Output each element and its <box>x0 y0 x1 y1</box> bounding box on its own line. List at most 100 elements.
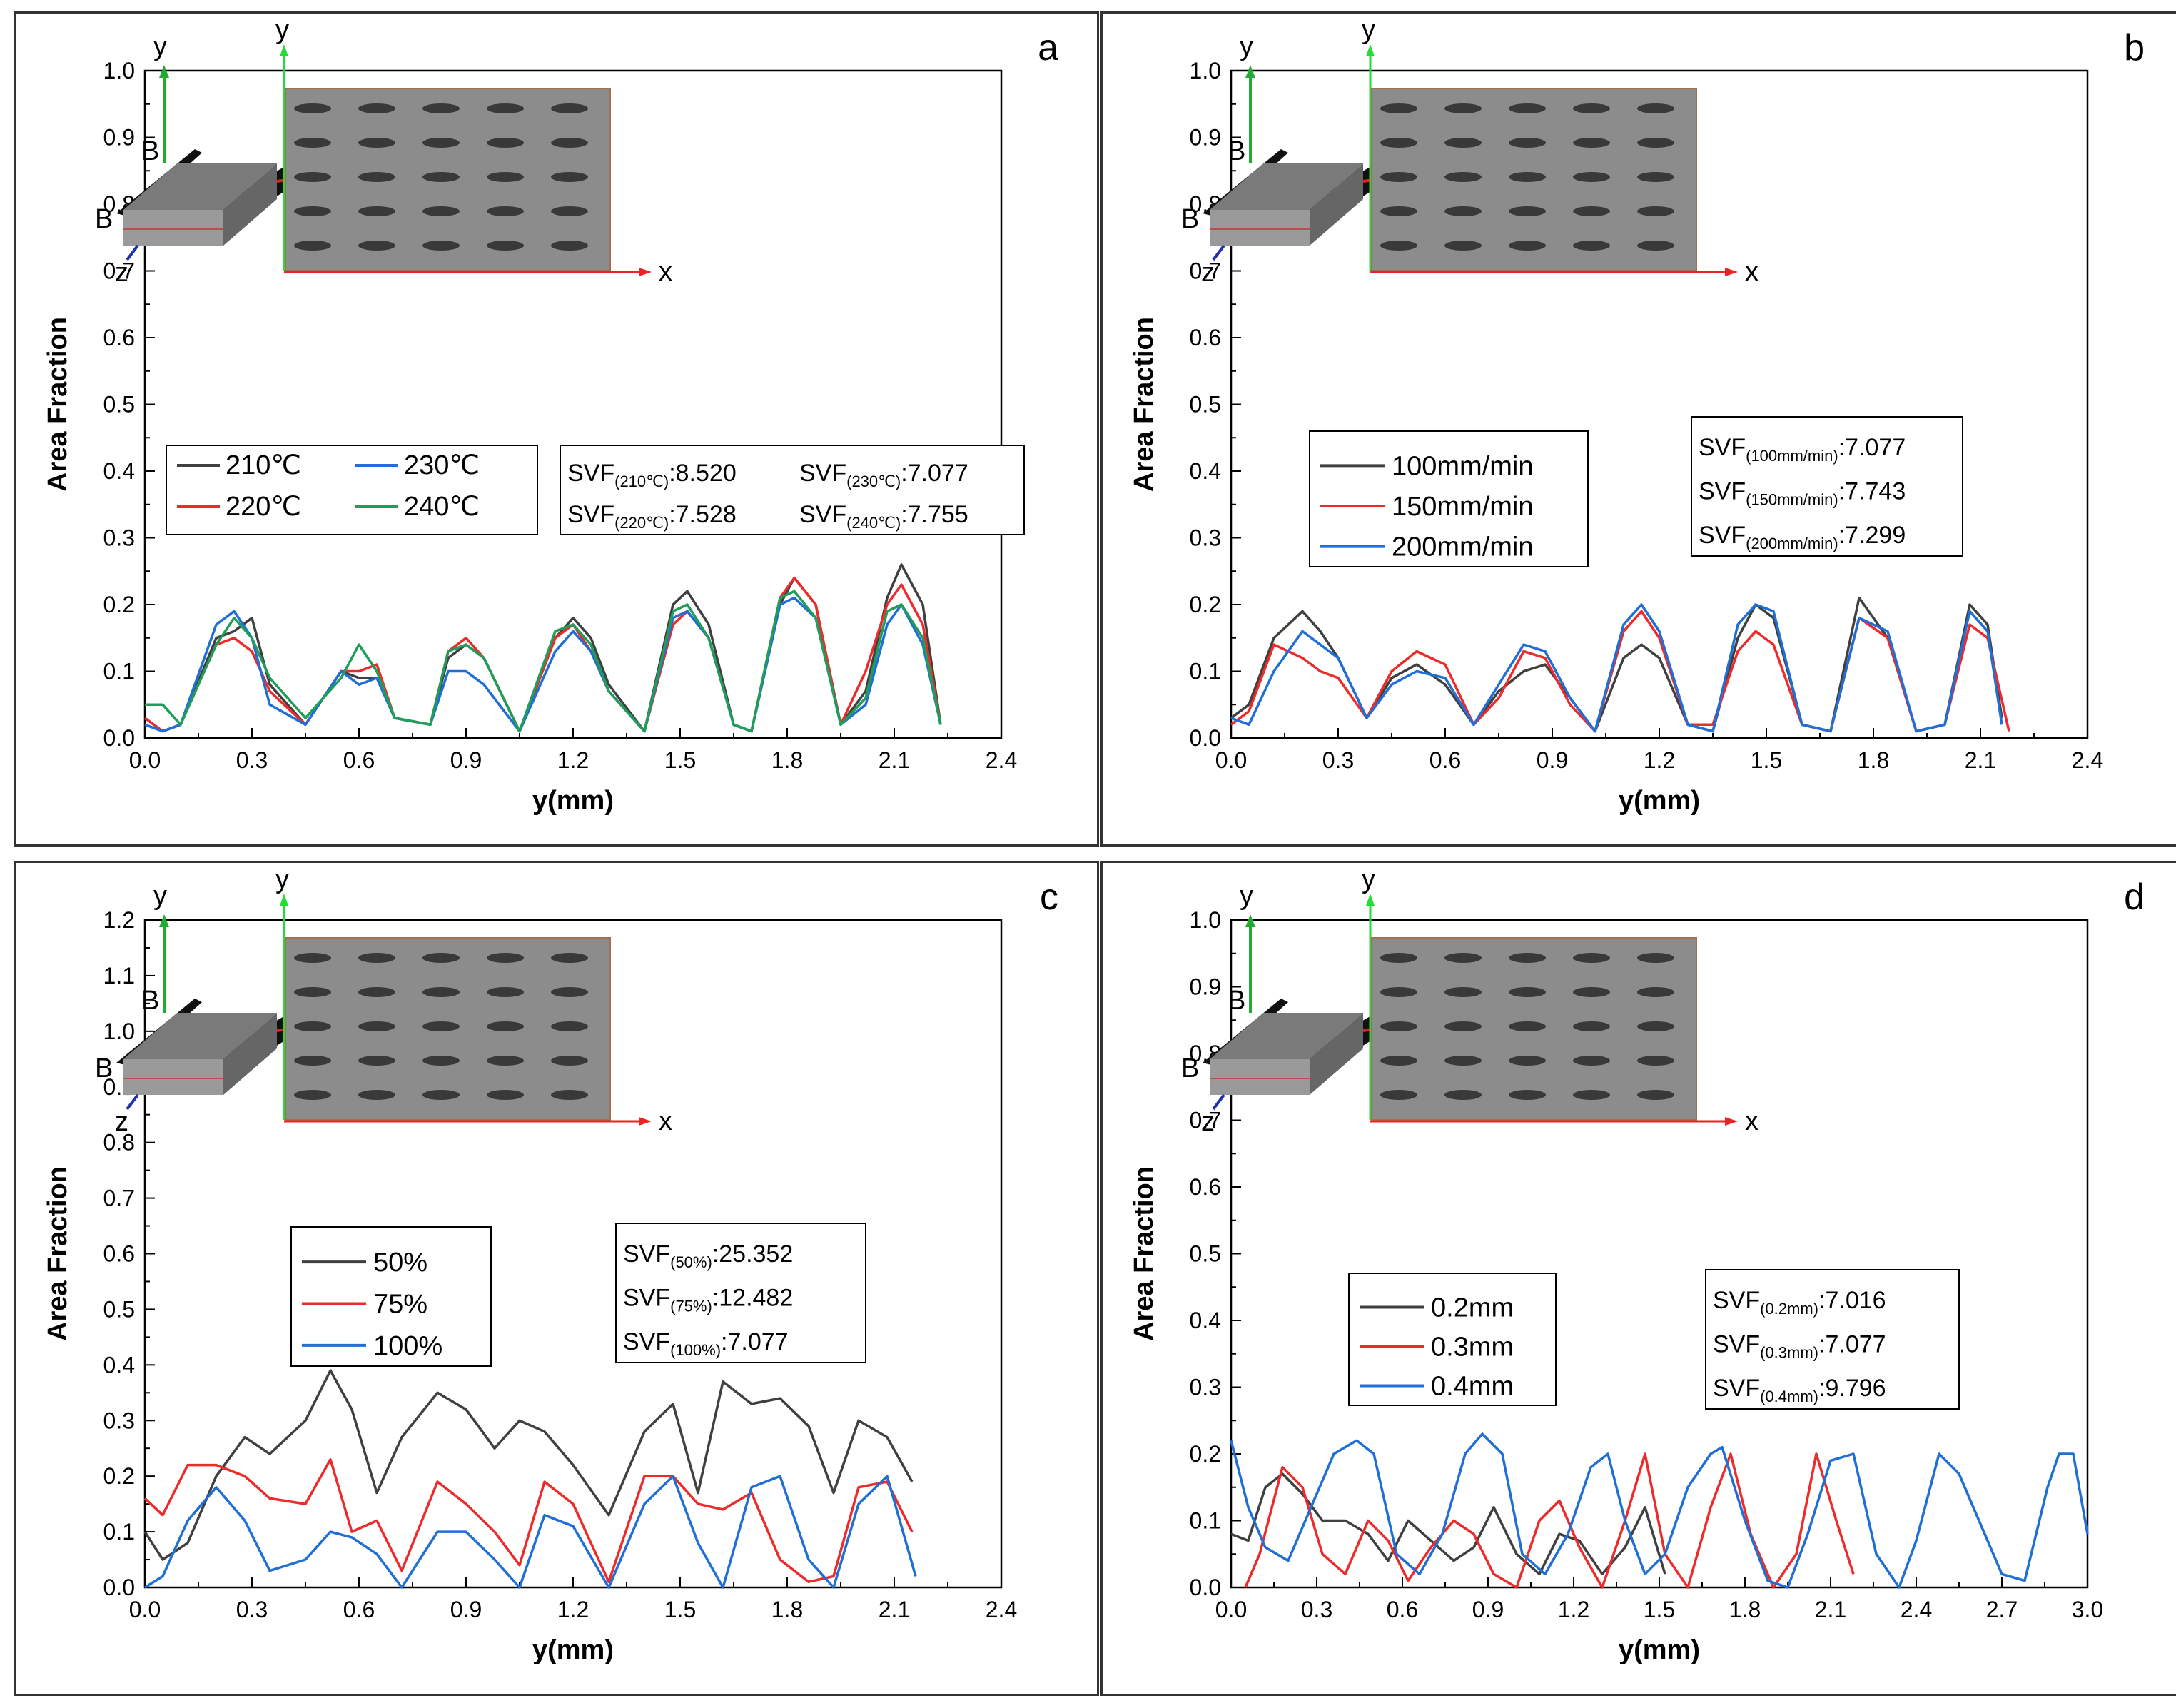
void-mark <box>551 241 588 251</box>
void-mark <box>1444 172 1482 182</box>
x-tick-label: 1.8 <box>771 747 803 773</box>
void-mark <box>1509 206 1546 216</box>
void-mark <box>551 1021 588 1031</box>
x-tick-label: 1.2 <box>1558 1597 1589 1622</box>
y-tick-label: 0.1 <box>1190 1508 1221 1534</box>
void-mark <box>551 138 588 148</box>
x-tick-label: 1.2 <box>1644 747 1675 773</box>
y-tick-label: 0.1 <box>1190 659 1221 684</box>
x-tick-label: 0.3 <box>236 1597 268 1622</box>
series-line-4 <box>145 590 942 733</box>
micrograph-x-label: x <box>1745 1106 1758 1136</box>
y-tick-label: 1.0 <box>1190 58 1221 84</box>
inset-y-label: y <box>153 31 167 61</box>
y-arrowhead <box>1245 65 1255 78</box>
block-top <box>123 163 277 210</box>
micrograph-x-arrowhead <box>1725 1117 1738 1126</box>
x-tick-label: 2.1 <box>879 747 910 773</box>
inset-y-label: y <box>153 881 167 911</box>
x-tick-label: 0.6 <box>343 747 375 773</box>
void-mark <box>487 953 524 963</box>
void-mark <box>487 138 524 148</box>
x-tick-label: 2.4 <box>986 1597 1017 1622</box>
micrograph-y-label: y <box>1362 864 1375 894</box>
micrograph-y-label: y <box>1362 15 1375 45</box>
void-mark <box>294 953 331 963</box>
micrograph-x-arrowhead <box>639 268 652 276</box>
void-mark <box>1509 172 1546 182</box>
void-mark <box>1509 953 1546 963</box>
y-arrowhead <box>159 65 169 78</box>
block-side <box>1310 1013 1363 1095</box>
void-mark <box>1509 1021 1546 1031</box>
void-mark <box>1637 172 1674 182</box>
block-side <box>223 1013 277 1095</box>
y-tick-label: 1.1 <box>103 963 135 989</box>
void-mark <box>1444 953 1482 963</box>
panel-letter: a <box>1038 27 1058 69</box>
x-tick-label: 2.1 <box>1815 1597 1846 1622</box>
block-top <box>1210 163 1363 210</box>
y-tick-label: 0.3 <box>1190 1375 1221 1400</box>
inset-d: yxzBByx <box>1181 864 1758 1137</box>
inset-b-top-label: B <box>141 986 159 1016</box>
x-tick-label: 2.7 <box>1986 1597 2018 1622</box>
void-mark <box>551 987 588 997</box>
chart-b-canvas: 0.0 0.3 0.6 0.9 1.2 1.5 1.8 2.1 2.4 0.0 0.1 0.2 0.3 0… <box>1129 15 2145 816</box>
void-mark <box>1380 138 1417 148</box>
void-mark <box>551 953 588 963</box>
void-mark <box>1573 1056 1610 1066</box>
inset-y-label: y <box>1240 881 1253 911</box>
void-mark <box>1637 1090 1674 1100</box>
chart-panel-d: 0.0 0.3 0.6 0.9 1.2 1.5 1.8 2.1 2.4 2.7 3.0 0.0 0.1 0… <box>1100 861 2176 1696</box>
svf-box <box>560 445 1025 535</box>
micrograph-x-label: x <box>1745 257 1758 287</box>
x-tick-label: 0.6 <box>1387 1597 1418 1622</box>
y-axis-title: Area Fraction <box>43 1166 73 1341</box>
y-tick-label: 0.3 <box>103 525 135 551</box>
x-tick-label: 0.9 <box>1537 747 1568 773</box>
x-tick-label: 2.1 <box>1965 747 1996 773</box>
x-tick-label: 0.6 <box>1429 747 1461 773</box>
legend-label: 210℃ <box>226 450 301 480</box>
legend-label: 50% <box>373 1248 427 1278</box>
void-mark <box>1444 987 1482 997</box>
y-tick-label: 0.7 <box>103 1186 135 1211</box>
block-side <box>223 163 277 246</box>
x-tick-label: 2.4 <box>2072 747 2103 773</box>
void-mark <box>1444 1090 1482 1100</box>
y-tick-label: 0.2 <box>1190 1441 1221 1467</box>
block-front <box>1210 210 1310 246</box>
void-mark <box>422 953 460 963</box>
legend-box <box>1348 1273 1557 1406</box>
chart-panel-b: 0.0 0.3 0.6 0.9 1.2 1.5 1.8 2.1 2.4 0.0 0.1 0.2 0.3 0… <box>1100 11 2176 847</box>
chart-panel-a: 0.0 0.3 0.6 0.9 1.2 1.5 1.8 2.1 2.4 0.0 0.1 0.2 0.3 0… <box>14 11 1099 847</box>
chart-d-canvas: 0.0 0.3 0.6 0.9 1.2 1.5 1.8 2.1 2.4 2.7 3.0 0.0 0.1 0… <box>1129 864 2145 1665</box>
legend-label: 220℃ <box>226 492 301 522</box>
void-mark <box>1509 1056 1546 1066</box>
panel-letter: b <box>2124 27 2145 69</box>
block-top <box>123 1013 277 1059</box>
inset-b-top-label: B <box>1228 986 1245 1016</box>
y-tick-label: 1.0 <box>103 1019 135 1044</box>
svf-box <box>615 1223 866 1363</box>
y-tick-label: 0.0 <box>1190 725 1221 751</box>
y-tick-label: 1.0 <box>1190 907 1221 933</box>
panel-letter: d <box>2124 876 2145 918</box>
y-tick-label: 0.6 <box>103 325 135 350</box>
inset-z-label: z <box>1201 1107 1215 1137</box>
svf-annotation: SVF(200mm/min):7.299 <box>1699 522 1906 552</box>
inset-c: yxzBByx <box>95 864 672 1137</box>
void-mark <box>294 103 331 113</box>
x-tick-label: 1.5 <box>664 747 696 773</box>
legend-label: 0.3mm <box>1431 1333 1514 1363</box>
block-front <box>1210 1059 1310 1095</box>
void-mark <box>1444 206 1482 216</box>
void-mark <box>487 103 524 113</box>
z-axis-arrow <box>1212 244 1225 261</box>
legend-box <box>290 1226 492 1367</box>
x-tick-label: 1.2 <box>557 747 589 773</box>
void-mark <box>1573 1090 1610 1100</box>
void-mark <box>1637 987 1674 997</box>
void-mark <box>551 206 588 216</box>
